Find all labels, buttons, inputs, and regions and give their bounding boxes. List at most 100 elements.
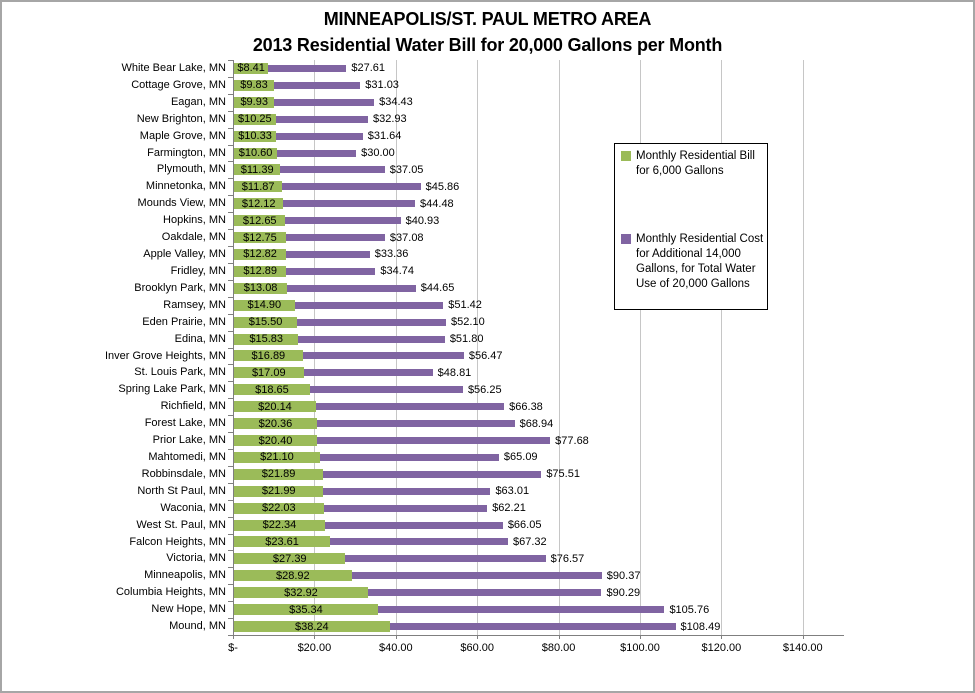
bar-bill-6000-gallons bbox=[234, 587, 368, 599]
bar-additional-14000-gallons bbox=[286, 267, 376, 275]
category-label: Mound, MN bbox=[169, 620, 226, 633]
bill-value-label: $12.82 bbox=[243, 248, 277, 261]
bar-additional-14000-gallons bbox=[315, 403, 505, 411]
bar-additional-14000-gallons bbox=[303, 369, 433, 377]
x-axis-tick-label: $- bbox=[228, 642, 238, 654]
y-axis-tick bbox=[228, 500, 233, 501]
y-axis-tick bbox=[228, 94, 233, 95]
bar-bill-6000-gallons bbox=[234, 147, 278, 159]
category-label: St. Louis Park, MN bbox=[134, 366, 226, 379]
bar-bill-6000-gallons bbox=[234, 401, 316, 413]
x-axis-tick-label: $40.00 bbox=[378, 642, 413, 654]
total-value-label: $37.05 bbox=[389, 163, 424, 176]
y-axis-tick bbox=[228, 314, 233, 315]
bar-additional-14000-gallons bbox=[389, 623, 676, 631]
bill-value-label: $21.89 bbox=[261, 468, 296, 481]
y-axis-tick bbox=[228, 432, 233, 433]
category-label: Apple Valley, MN bbox=[143, 248, 226, 261]
bar-bill-6000-gallons bbox=[234, 130, 277, 142]
category-label: Oakdale, MN bbox=[161, 231, 226, 244]
bar-additional-14000-gallons bbox=[283, 200, 416, 208]
bill-value-label: $28.92 bbox=[276, 569, 310, 582]
chart-title-line2: 2013 Residential Water Bill for 20,000 G… bbox=[252, 35, 723, 55]
bar-bill-6000-gallons bbox=[234, 248, 287, 260]
y-axis-line bbox=[233, 60, 234, 635]
gridline-100 bbox=[640, 60, 641, 635]
y-axis-tick bbox=[228, 229, 233, 230]
category-label: West St. Paul, MN bbox=[136, 518, 226, 531]
total-value-label: $105.76 bbox=[669, 603, 710, 616]
bar-bill-6000-gallons bbox=[234, 282, 288, 294]
bar-bill-6000-gallons bbox=[234, 570, 352, 582]
total-value-label: $51.42 bbox=[448, 299, 482, 312]
bill-value-label: $35.34 bbox=[289, 603, 323, 616]
bill-value-label: $9.83 bbox=[240, 79, 268, 92]
y-axis-tick bbox=[228, 195, 233, 196]
y-axis-tick bbox=[228, 483, 233, 484]
bill-value-label: $22.03 bbox=[262, 502, 296, 515]
bill-value-label: $15.50 bbox=[248, 316, 283, 329]
legend-label: Monthly Residential Cost for Additional … bbox=[636, 233, 764, 290]
category-label: Waconia, MN bbox=[160, 501, 226, 514]
x-axis-tick bbox=[395, 635, 397, 639]
bar-additional-14000-gallons bbox=[285, 217, 401, 225]
chart-title-line1: MINNEAPOLIS/ST. PAUL METRO AREA bbox=[323, 9, 652, 29]
y-axis-tick bbox=[228, 178, 233, 179]
bar-bill-6000-gallons bbox=[234, 232, 286, 244]
y-axis-tick bbox=[228, 331, 233, 332]
bar-additional-14000-gallons bbox=[274, 81, 361, 89]
y-axis-tick bbox=[228, 297, 233, 298]
total-value-label: $65.09 bbox=[503, 451, 538, 464]
total-value-label: $40.93 bbox=[405, 214, 440, 227]
category-label: Spring Lake Park, MN bbox=[118, 383, 226, 396]
bill-value-label: $10.33 bbox=[238, 130, 272, 143]
bar-additional-14000-gallons bbox=[377, 606, 665, 614]
total-value-label: $32.93 bbox=[373, 113, 407, 126]
total-value-label: $56.25 bbox=[467, 383, 502, 396]
bar-bill-6000-gallons bbox=[234, 79, 274, 91]
legend-entry-additional-cost: Monthly Residential Cost for Additional … bbox=[621, 232, 766, 292]
bar-additional-14000-gallons bbox=[285, 234, 385, 242]
bar-bill-6000-gallons bbox=[234, 367, 304, 379]
bill-value-label: $10.25 bbox=[238, 113, 272, 126]
total-value-label: $34.74 bbox=[380, 265, 415, 278]
bar-bill-6000-gallons bbox=[234, 519, 325, 531]
total-value-label: $48.81 bbox=[437, 366, 472, 379]
y-axis-tick bbox=[228, 212, 233, 213]
x-axis-tick-label: $100.00 bbox=[620, 642, 660, 654]
gridline-40 bbox=[395, 60, 397, 635]
y-axis-tick bbox=[228, 534, 233, 535]
bar-bill-6000-gallons bbox=[234, 350, 303, 362]
y-axis-tick bbox=[228, 635, 233, 636]
total-value-label: $75.51 bbox=[546, 468, 580, 481]
y-axis-tick bbox=[228, 398, 233, 399]
x-axis-tick-label: $60.00 bbox=[460, 642, 495, 654]
total-value-label: $76.57 bbox=[550, 552, 585, 565]
chart-legend: Monthly Residential Bill for 6,000 Gallo… bbox=[614, 143, 768, 310]
gridline-20 bbox=[314, 60, 316, 635]
bar-bill-6000-gallons bbox=[234, 113, 276, 125]
bill-value-label: $12.12 bbox=[241, 197, 276, 210]
bar-bill-6000-gallons bbox=[234, 333, 299, 345]
bar-bill-6000-gallons bbox=[234, 485, 324, 497]
total-value-label: $45.86 bbox=[425, 180, 460, 193]
total-value-label: $31.64 bbox=[367, 130, 402, 143]
bar-bill-6000-gallons bbox=[234, 502, 324, 514]
y-axis-tick bbox=[228, 263, 233, 264]
bar-bill-6000-gallons bbox=[234, 299, 295, 311]
bar-additional-14000-gallons bbox=[345, 555, 546, 563]
category-label: Farmington, MN bbox=[147, 146, 226, 159]
bill-value-label: $21.99 bbox=[261, 485, 296, 498]
bar-additional-14000-gallons bbox=[367, 589, 602, 597]
bar-additional-14000-gallons bbox=[330, 538, 508, 546]
category-label: Columbia Heights, MN bbox=[115, 586, 226, 599]
y-axis-tick bbox=[228, 60, 233, 61]
category-label: Fridley, MN bbox=[170, 264, 226, 277]
bar-bill-6000-gallons bbox=[234, 164, 281, 176]
y-axis-tick bbox=[228, 550, 233, 551]
bar-bill-6000-gallons bbox=[234, 553, 346, 565]
bill-value-label: $27.39 bbox=[272, 552, 307, 565]
bill-value-label: $13.08 bbox=[243, 282, 278, 295]
y-axis-tick bbox=[228, 449, 233, 450]
